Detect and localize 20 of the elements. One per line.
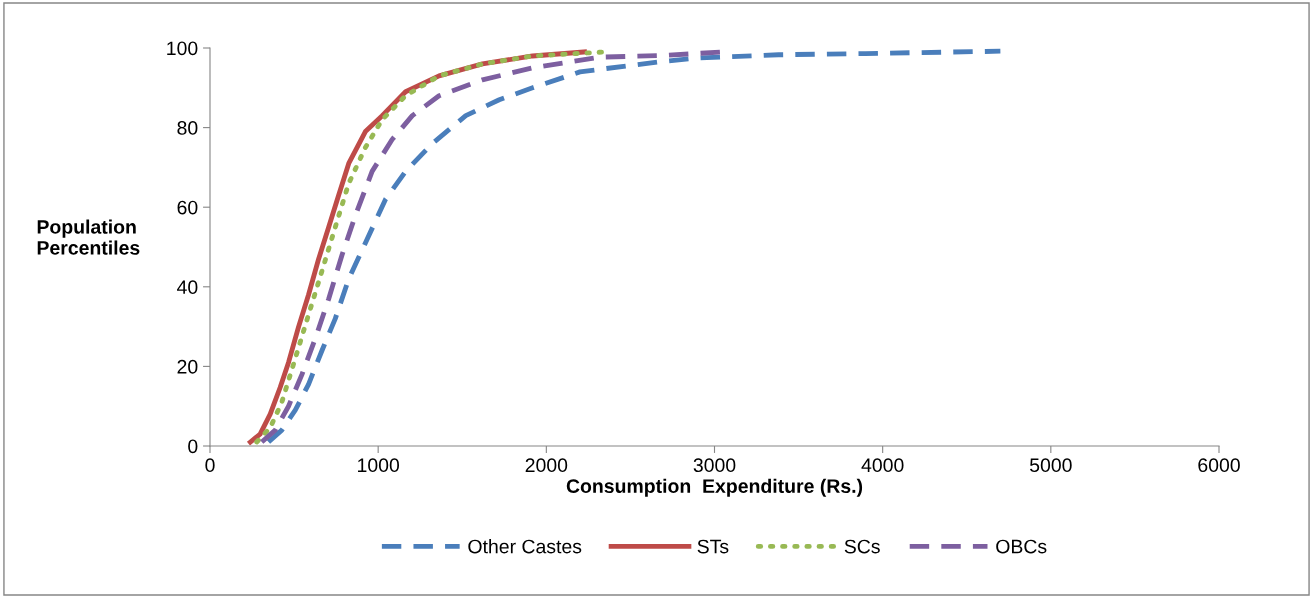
legend-label: Other Castes xyxy=(468,539,582,554)
legend-label: SCs xyxy=(844,539,880,554)
x-axis-title: Consumption Expenditure (Rs.) xyxy=(566,478,863,497)
y-axis-title: Population Percentiles xyxy=(37,219,140,255)
y-tick-label: 100 xyxy=(167,41,198,56)
y-tick-label: 20 xyxy=(177,359,198,374)
x-tick-label: 0 xyxy=(205,458,215,473)
y-tick-label: 60 xyxy=(177,200,198,215)
y-tick-label: 40 xyxy=(177,280,198,295)
line-series xyxy=(266,48,1003,445)
legend-label: OBCs xyxy=(996,539,1047,554)
legend-label: STs xyxy=(697,539,729,554)
x-tick-label: 5000 xyxy=(1029,458,1072,473)
x-tick-label: 4000 xyxy=(861,458,904,473)
y-tick-label: 0 xyxy=(188,439,198,454)
x-tick-label: 6000 xyxy=(1198,458,1240,473)
x-tick-label: 2000 xyxy=(525,458,568,473)
y-tick-label: 80 xyxy=(177,121,198,135)
x-tick-label: 1000 xyxy=(358,458,400,473)
x-tick-label: 3000 xyxy=(693,458,736,473)
